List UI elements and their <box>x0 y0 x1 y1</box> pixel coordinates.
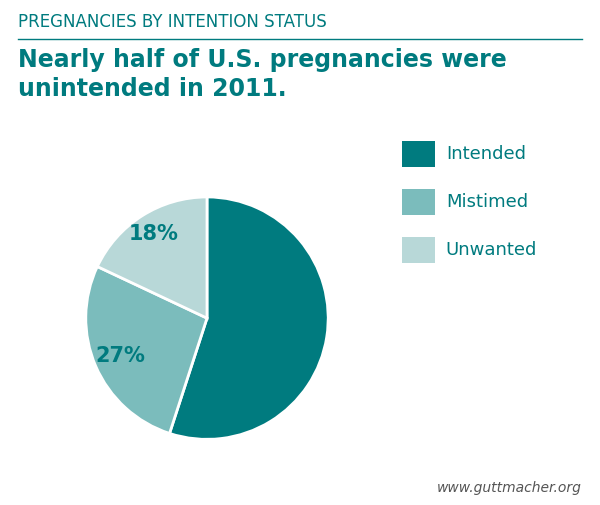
Text: 18%: 18% <box>129 224 179 244</box>
Text: PREGNANCIES BY INTENTION STATUS: PREGNANCIES BY INTENTION STATUS <box>18 13 327 31</box>
Text: www.guttmacher.org: www.guttmacher.org <box>437 481 582 495</box>
Text: Mistimed: Mistimed <box>446 193 528 211</box>
Wedge shape <box>86 267 207 433</box>
Text: Intended: Intended <box>446 145 526 163</box>
Wedge shape <box>170 197 328 439</box>
Text: 55%: 55% <box>272 322 322 342</box>
Text: 27%: 27% <box>95 346 145 366</box>
Text: Nearly half of U.S. pregnancies were
unintended in 2011.: Nearly half of U.S. pregnancies were uni… <box>18 48 507 100</box>
Text: Unwanted: Unwanted <box>446 241 537 259</box>
Wedge shape <box>97 197 207 318</box>
